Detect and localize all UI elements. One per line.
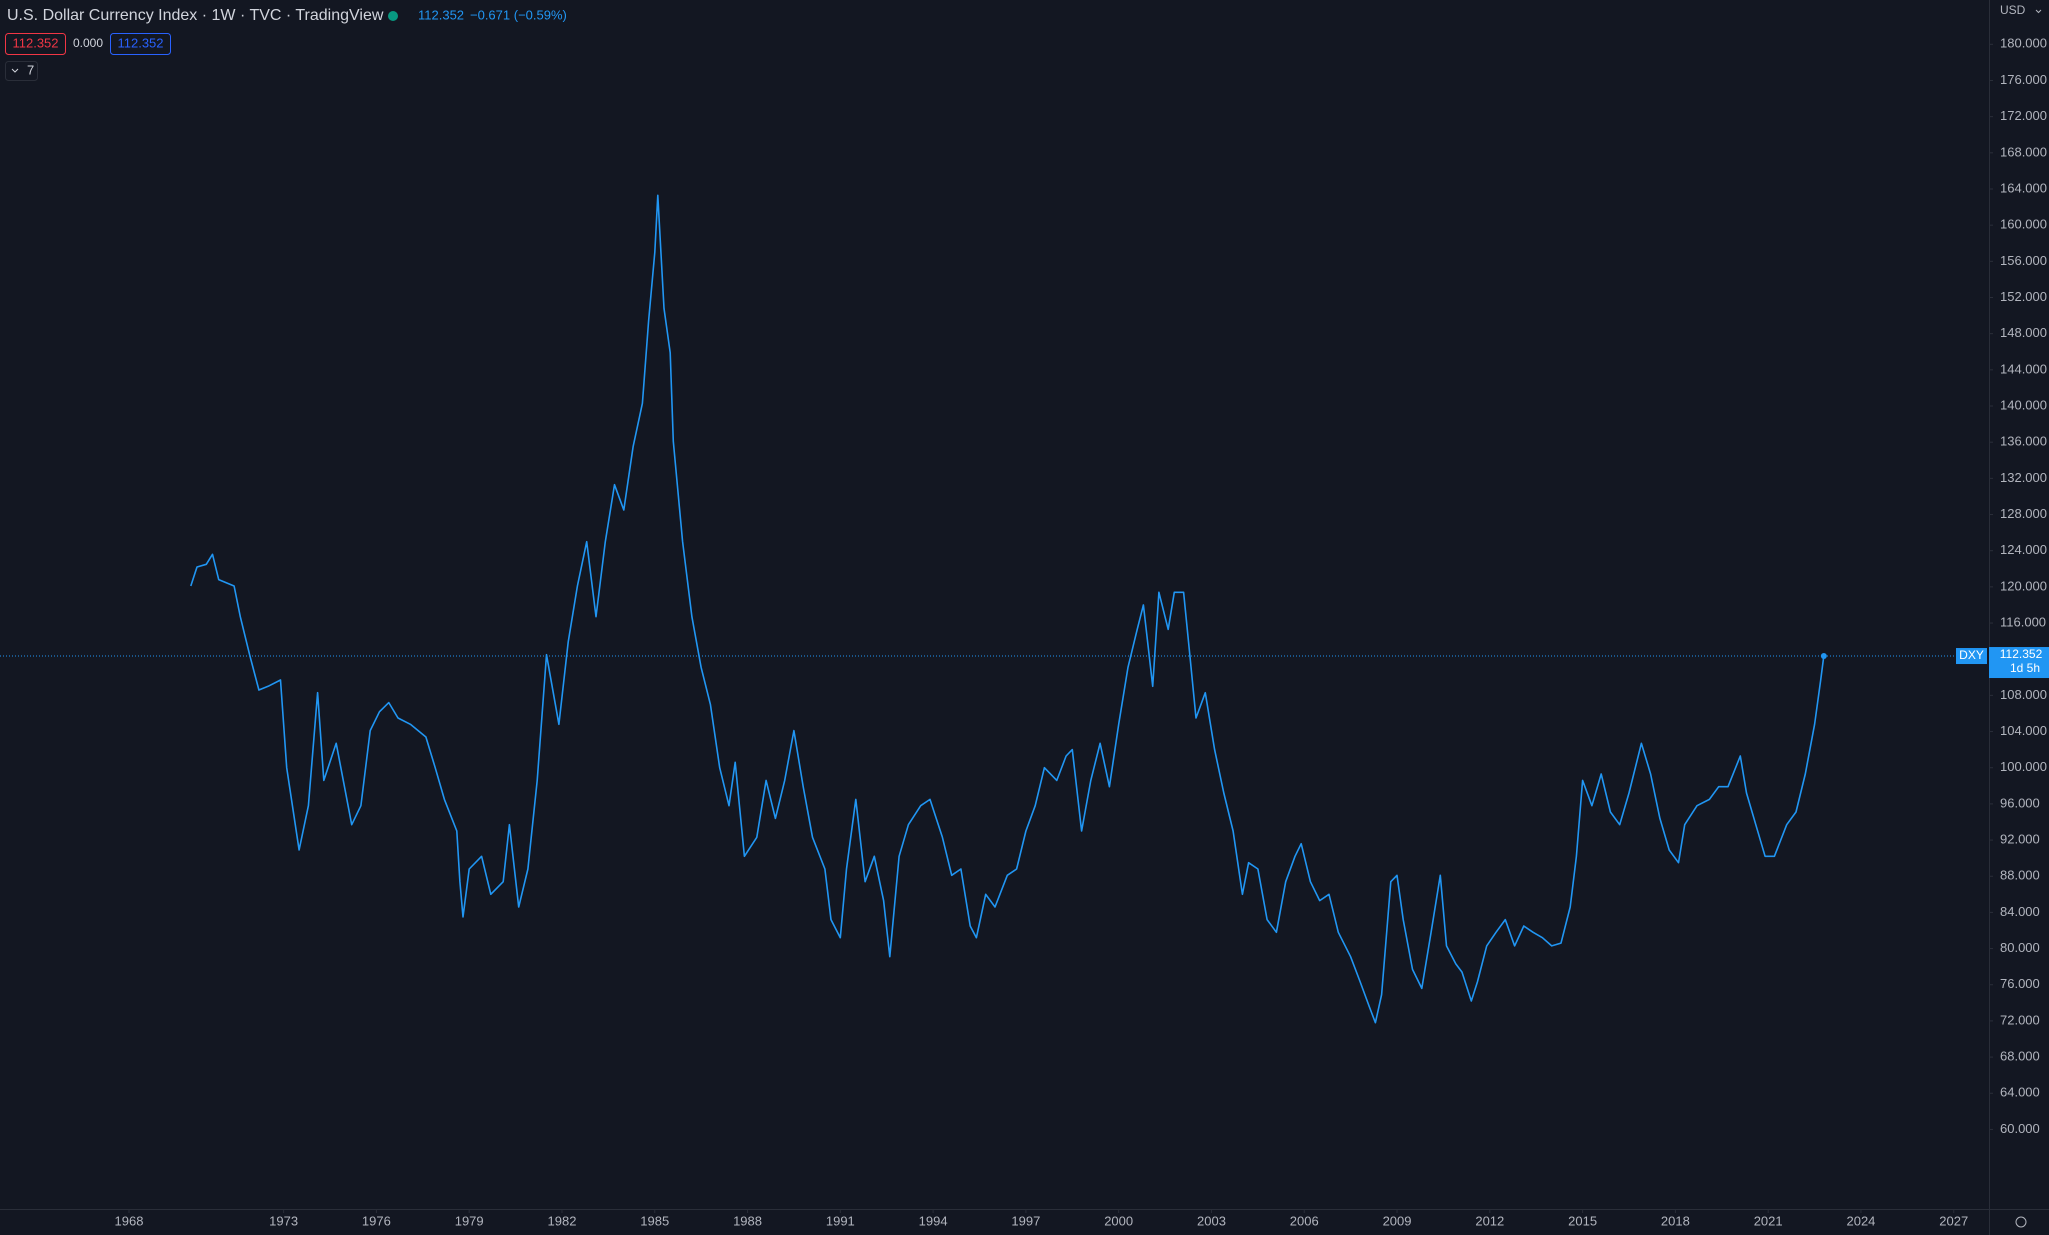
x-tick-label: 2000 — [1104, 1213, 1133, 1228]
y-tick-label: 64.000 — [2000, 1085, 2040, 1100]
y-tick-label: 128.000 — [2000, 506, 2047, 521]
spread: 0.000 — [73, 36, 103, 50]
y-tick-label: 88.000 — [2000, 868, 2040, 883]
price-badge-label: 112.352 — [2000, 647, 2043, 661]
x-tick-label: 1991 — [826, 1213, 855, 1228]
sell-box[interactable] — [5, 33, 66, 55]
x-tick-label: 1982 — [548, 1213, 577, 1228]
buy-price[interactable]: 112.352 — [117, 35, 163, 50]
y-tick-label: 60.000 — [2000, 1121, 2040, 1136]
currency-selector[interactable]: USD — [2000, 3, 2026, 17]
indicators-count[interactable]: 7 — [27, 62, 34, 77]
y-tick-label: 72.000 — [2000, 1012, 2040, 1027]
y-tick-label: 84.000 — [2000, 904, 2040, 919]
x-tick-label: 1979 — [455, 1213, 484, 1228]
y-tick-label: 168.000 — [2000, 144, 2047, 159]
y-tick-label: 92.000 — [2000, 831, 2040, 846]
y-tick-label: 152.000 — [2000, 289, 2047, 304]
x-tick-label: 1994 — [919, 1213, 948, 1228]
symbol-badge-label: DXY — [1959, 648, 1984, 662]
settings-icon[interactable] — [2015, 1216, 2027, 1228]
y-tick-label: 144.000 — [2000, 361, 2047, 376]
sell-price[interactable]: 112.352 — [12, 35, 58, 50]
buy-box[interactable] — [110, 33, 171, 55]
last-point — [1820, 653, 1827, 660]
symbol-badge — [1956, 648, 1987, 665]
x-tick-label: 1973 — [269, 1213, 298, 1228]
x-tick-label: 1968 — [115, 1213, 144, 1228]
y-tick-label: 116.000 — [2000, 614, 2046, 629]
x-tick-label: 1988 — [733, 1213, 762, 1228]
y-tick-label: 140.000 — [2000, 397, 2047, 412]
y-tick-label: 76.000 — [2000, 976, 2040, 991]
y-tick-label: 68.000 — [2000, 1049, 2040, 1064]
y-tick-label: 160.000 — [2000, 217, 2047, 232]
quote-change: −0.671 (−0.59%) — [470, 7, 567, 22]
y-tick-label: 156.000 — [2000, 253, 2047, 268]
x-tick-label: 2006 — [1290, 1213, 1319, 1228]
x-tick-label: 2021 — [1754, 1213, 1783, 1228]
x-tick-label: 2015 — [1568, 1213, 1597, 1228]
market-status — [388, 11, 398, 21]
y-tick-label: 172.000 — [2000, 108, 2047, 123]
x-tick-label: 2018 — [1661, 1213, 1690, 1228]
x-tick-label: 2009 — [1383, 1213, 1412, 1228]
countdown-label: 1d 5h — [2010, 661, 2040, 675]
y-tick-label: 80.000 — [2000, 940, 2040, 955]
y-tick-label: 176.000 — [2000, 72, 2047, 87]
y-tick-label: 120.000 — [2000, 578, 2047, 593]
y-tick-label: 104.000 — [2000, 723, 2047, 738]
symbol-title[interactable]: U.S. Dollar Currency Index · 1W · TVC · … — [7, 7, 384, 24]
quote-price: 112.352 — [418, 7, 464, 22]
y-tick-label: 124.000 — [2000, 542, 2047, 557]
price-line — [190, 194, 1825, 1024]
y-tick-label: 148.000 — [2000, 325, 2047, 340]
indicators-toggle[interactable] — [5, 61, 38, 81]
price-badge — [1989, 647, 2049, 679]
x-tick-label: 1976 — [362, 1213, 391, 1228]
y-tick-label: 132.000 — [2000, 470, 2047, 485]
y-tick-label: 136.000 — [2000, 434, 2047, 449]
chevron-icon — [11, 68, 19, 73]
x-tick-label: 2012 — [1475, 1213, 1504, 1228]
y-tick-label: 180.000 — [2000, 36, 2047, 51]
y-tick-label: 96.000 — [2000, 795, 2040, 810]
y-tick-label: 108.000 — [2000, 687, 2047, 702]
y-tick-label: 100.000 — [2000, 759, 2047, 774]
x-tick-label: 1997 — [1011, 1213, 1040, 1228]
x-tick-label: 1985 — [640, 1213, 669, 1228]
x-tick-label: 2003 — [1197, 1213, 1226, 1228]
currency-chevron — [2035, 9, 2042, 14]
x-tick-label: 2027 — [1939, 1213, 1968, 1228]
x-tick-label: 2024 — [1846, 1213, 1875, 1228]
y-tick-label: 164.000 — [2000, 180, 2047, 195]
